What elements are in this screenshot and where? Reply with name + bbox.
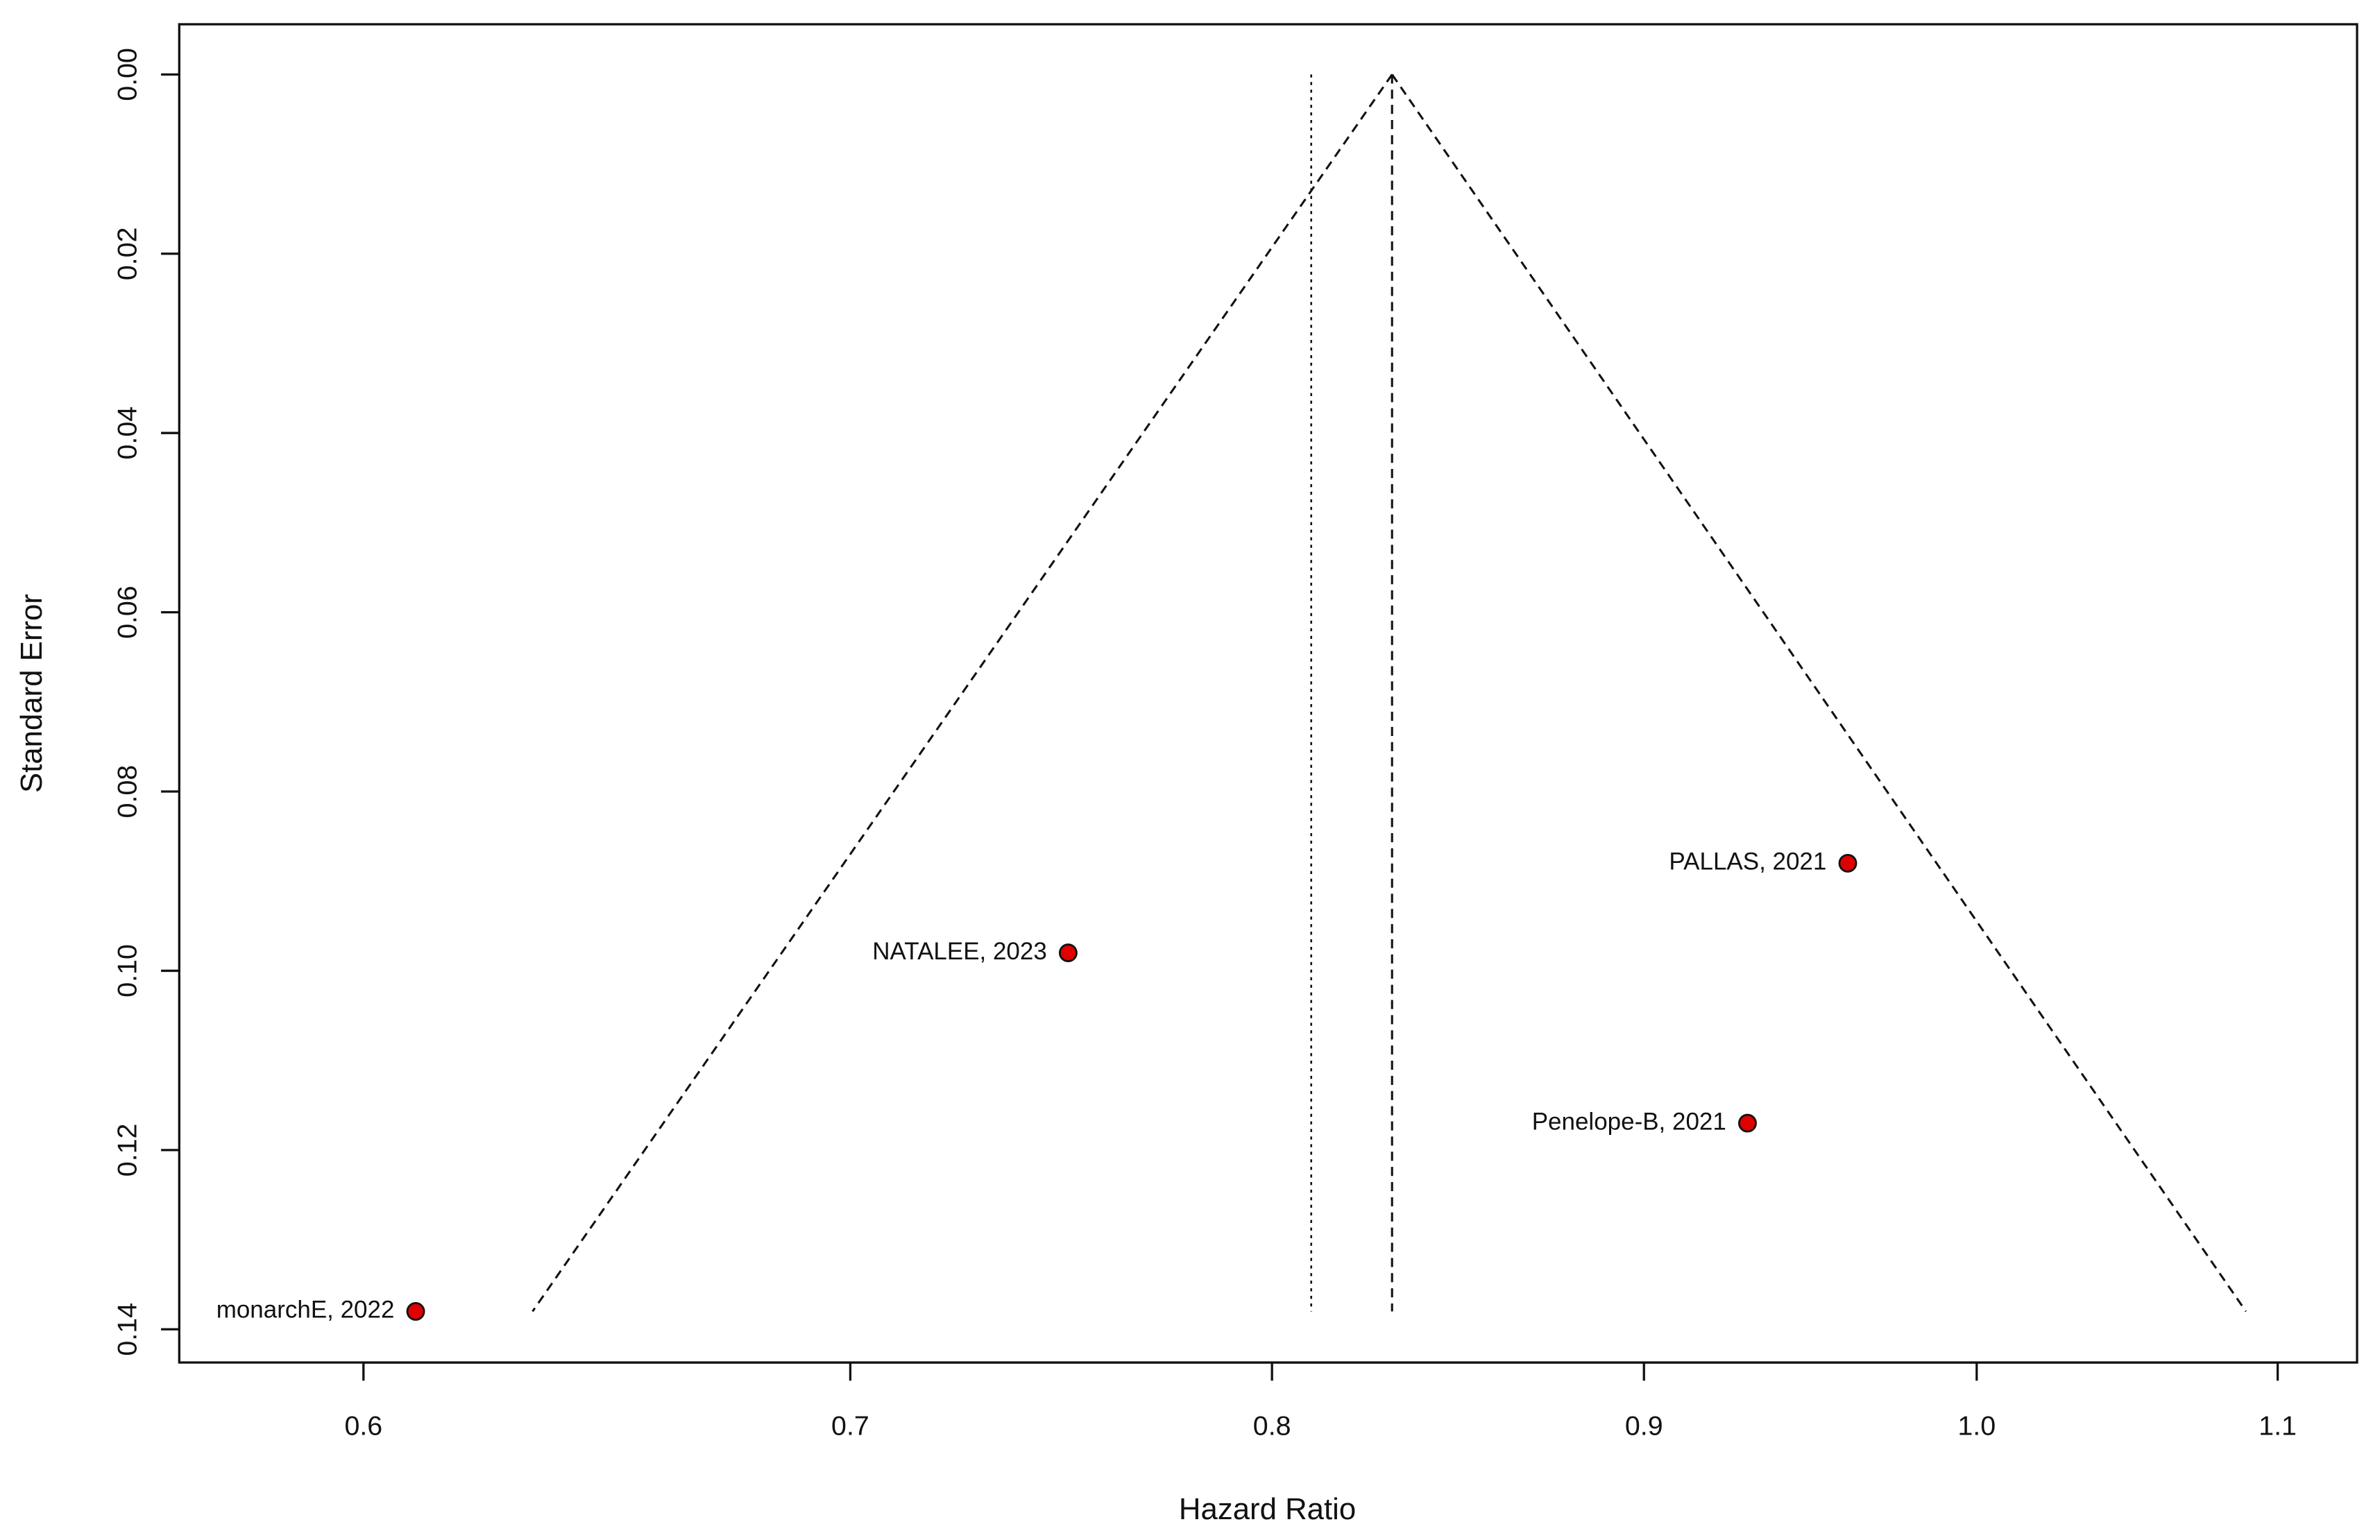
y-tick-label: 0.08: [112, 765, 143, 819]
y-tick-label: 0.04: [112, 407, 143, 460]
point-label: NATALEE, 2023: [872, 938, 1047, 965]
y-tick-label: 0.02: [112, 227, 143, 280]
x-tick-label: 1.0: [1957, 1411, 1996, 1441]
x-tick-label: 0.9: [1625, 1411, 1663, 1441]
point: [1738, 1113, 1757, 1133]
y-tick-label: 0.06: [112, 585, 143, 639]
point-label: Penelope-B, 2021: [1532, 1108, 1726, 1135]
y-tick-label: 0.14: [112, 1303, 143, 1356]
x-axis-title: Hazard Ratio: [1179, 1492, 1356, 1526]
funnel-left: [532, 74, 1393, 1312]
point-label: monarchE, 2022: [216, 1297, 395, 1324]
point-label: PALLAS, 2021: [1669, 848, 1826, 875]
x-tick-label: 1.1: [2259, 1411, 2297, 1441]
x-tick-label: 0.6: [344, 1411, 382, 1441]
y-tick-label: 0.00: [112, 48, 143, 101]
point: [1838, 853, 1858, 873]
y-tick-label: 0.12: [112, 1124, 143, 1177]
x-tick-label: 0.7: [831, 1411, 869, 1441]
y-tick-label: 0.10: [112, 944, 143, 998]
y-axis-title: Standard Error: [15, 594, 49, 793]
x-tick-label: 0.8: [1253, 1411, 1291, 1441]
plot-frame: [178, 23, 2358, 1364]
funnel-right: [1391, 74, 2247, 1312]
point: [1058, 943, 1078, 963]
point: [406, 1301, 425, 1321]
